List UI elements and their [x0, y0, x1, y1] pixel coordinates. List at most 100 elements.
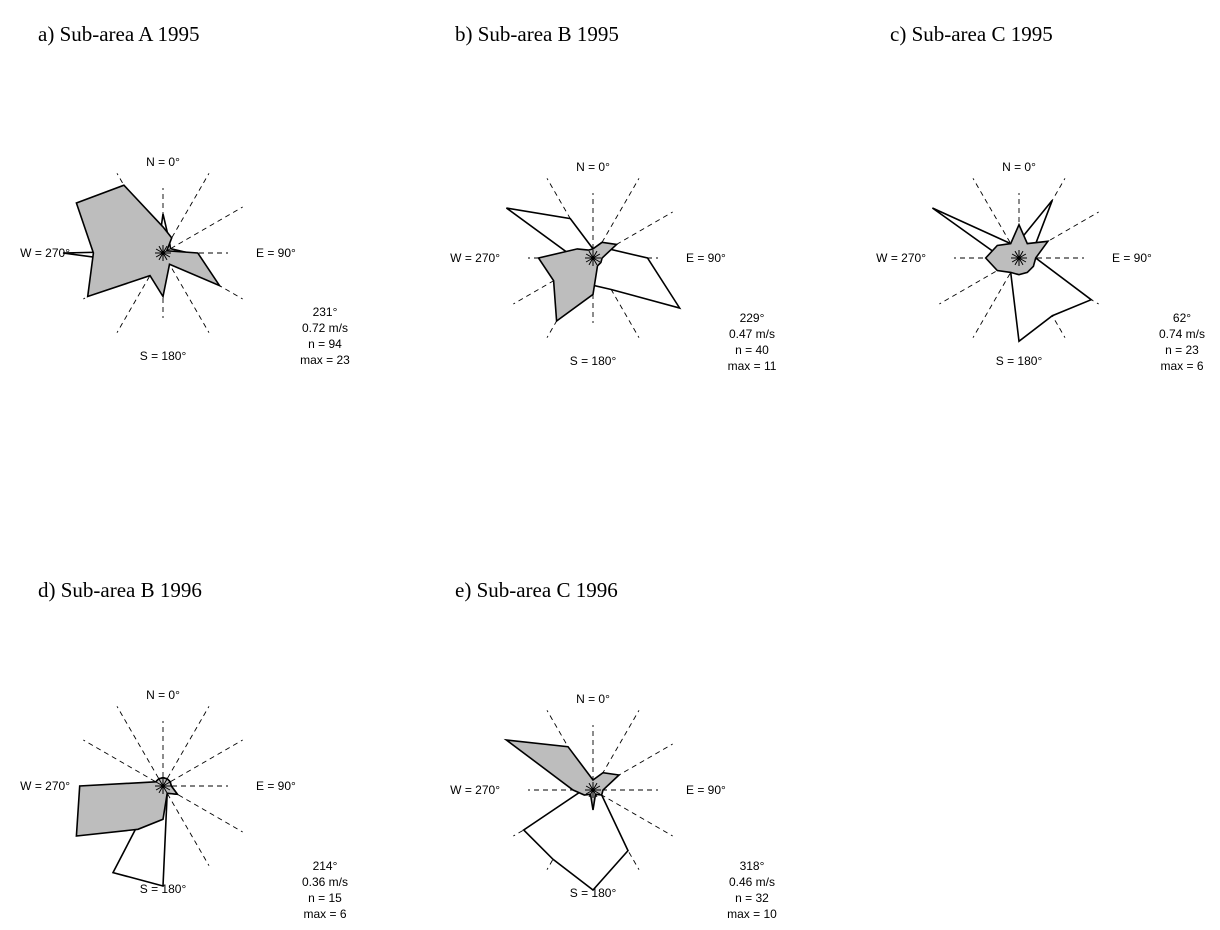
- center-spoke: [162, 248, 171, 254]
- gridline-150: [592, 257, 640, 338]
- center-spoke: [162, 252, 168, 261]
- gridline-240: [939, 257, 1020, 305]
- direction-label-w: W = 270°: [876, 251, 926, 265]
- stat-line-4: max = 23: [300, 353, 350, 367]
- center-spoke: [1011, 257, 1020, 263]
- rose-series-2: [984, 222, 1050, 276]
- center-spoke: [162, 778, 168, 787]
- stat-line-1: 231°: [313, 305, 338, 319]
- gridline-330: [116, 706, 164, 787]
- gridline-30: [592, 178, 640, 259]
- stat-line-4: max = 10: [727, 907, 777, 921]
- panel-title: b) Sub-area B 1995: [455, 22, 619, 46]
- gridline-330: [972, 178, 1020, 259]
- center-spoke: [162, 252, 171, 258]
- direction-label-e: E = 90°: [686, 783, 726, 797]
- center-spoke: [155, 248, 164, 254]
- center-spoke: [592, 257, 598, 266]
- rose-panel-3: c) Sub-area C 1995 N = 0° E = 90° S = 180° W…: [876, 22, 1205, 373]
- gridline-210: [116, 252, 164, 333]
- rose-panel-2: b) Sub-area B 1995 N = 0° E = 90° S = 180° W…: [450, 22, 777, 373]
- center-spoke: [158, 252, 164, 261]
- direction-label-w: W = 270°: [450, 783, 500, 797]
- direction-label-n: N = 0°: [1002, 160, 1036, 174]
- direction-label-n: N = 0°: [576, 692, 610, 706]
- stat-line-2: 0.36 m/s: [302, 875, 348, 889]
- center-spoke: [155, 781, 164, 787]
- stat-line-3: n = 32: [735, 891, 769, 905]
- center-spoke: [162, 781, 171, 787]
- center-spoke: [585, 257, 594, 263]
- center-spoke: [585, 789, 594, 795]
- stat-line-4: max = 11: [728, 359, 777, 373]
- direction-label-s: S = 180°: [140, 349, 187, 363]
- direction-label-w: W = 270°: [20, 779, 70, 793]
- center-spoke: [592, 789, 598, 798]
- center-spoke: [585, 253, 594, 259]
- gridline-30: [162, 173, 210, 254]
- gridline-300: [83, 739, 164, 787]
- stat-line-2: 0.72 m/s: [302, 321, 348, 335]
- center-spoke: [592, 785, 601, 791]
- direction-label-n: N = 0°: [146, 155, 180, 169]
- center-spoke: [1014, 250, 1020, 259]
- center-spoke: [1011, 253, 1020, 259]
- direction-label-s: S = 180°: [140, 882, 187, 896]
- rose-series-2: [537, 241, 619, 323]
- center-spoke: [592, 789, 601, 795]
- direction-label-w: W = 270°: [20, 246, 70, 260]
- panel-title: c) Sub-area C 1995: [890, 22, 1053, 46]
- center-spoke: [155, 252, 164, 258]
- gridline-60: [162, 206, 243, 254]
- center-spoke: [158, 245, 164, 254]
- gridline-60: [162, 739, 243, 787]
- center-spoke: [585, 785, 594, 791]
- stat-line-4: max = 6: [1160, 359, 1203, 373]
- center-spoke: [162, 785, 171, 791]
- center-spoke: [592, 253, 601, 259]
- rose-series-1: [522, 780, 629, 892]
- gridline-30: [162, 706, 210, 787]
- stat-line-1: 62°: [1173, 311, 1191, 325]
- rose-panel-4: d) Sub-area B 1996 N = 0° E = 90° S = 180° W…: [20, 578, 348, 921]
- stat-line-2: 0.74 m/s: [1159, 327, 1205, 341]
- stat-line-4: max = 6: [303, 907, 346, 921]
- direction-label-s: S = 180°: [996, 354, 1043, 368]
- center-spoke: [162, 245, 168, 254]
- panel-title: a) Sub-area A 1995: [38, 22, 200, 46]
- center-spoke: [1018, 257, 1027, 263]
- panel-title: d) Sub-area B 1996: [38, 578, 202, 602]
- center-spoke: [588, 789, 594, 798]
- gridline-30: [592, 710, 640, 791]
- stat-line-3: n = 94: [308, 337, 342, 351]
- center-spoke: [592, 782, 598, 791]
- gridline-60: [592, 211, 673, 259]
- gridline-210: [972, 257, 1020, 338]
- direction-label-e: E = 90°: [686, 251, 726, 265]
- gridline-150: [162, 252, 210, 333]
- direction-label-s: S = 180°: [570, 886, 617, 900]
- center-spoke: [162, 785, 168, 794]
- stat-line-1: 318°: [740, 859, 765, 873]
- gridline-60: [1018, 211, 1099, 259]
- stat-line-3: n = 15: [308, 891, 342, 905]
- stat-line-1: 214°: [313, 859, 338, 873]
- center-spoke: [592, 257, 601, 263]
- gridline-120: [592, 789, 673, 837]
- direction-label-e: E = 90°: [1112, 251, 1152, 265]
- center-spoke: [155, 785, 164, 791]
- gridline-120: [162, 785, 243, 833]
- rose-panel-1: a) Sub-area A 1995 N = 0° E = 90° S = 180° W…: [20, 22, 350, 367]
- direction-label-e: E = 90°: [256, 246, 296, 260]
- rose-panel-5: e) Sub-area C 1996 N = 0° E = 90° S = 180° W…: [450, 578, 777, 921]
- direction-label-n: N = 0°: [146, 688, 180, 702]
- center-spoke: [158, 778, 164, 787]
- center-spoke: [1018, 253, 1027, 259]
- gridline-60: [592, 743, 673, 791]
- center-spoke: [588, 782, 594, 791]
- direction-label-w: W = 270°: [450, 251, 500, 265]
- panel-title: e) Sub-area C 1996: [455, 578, 618, 602]
- center-spoke: [1018, 250, 1024, 259]
- center-spoke: [588, 250, 594, 259]
